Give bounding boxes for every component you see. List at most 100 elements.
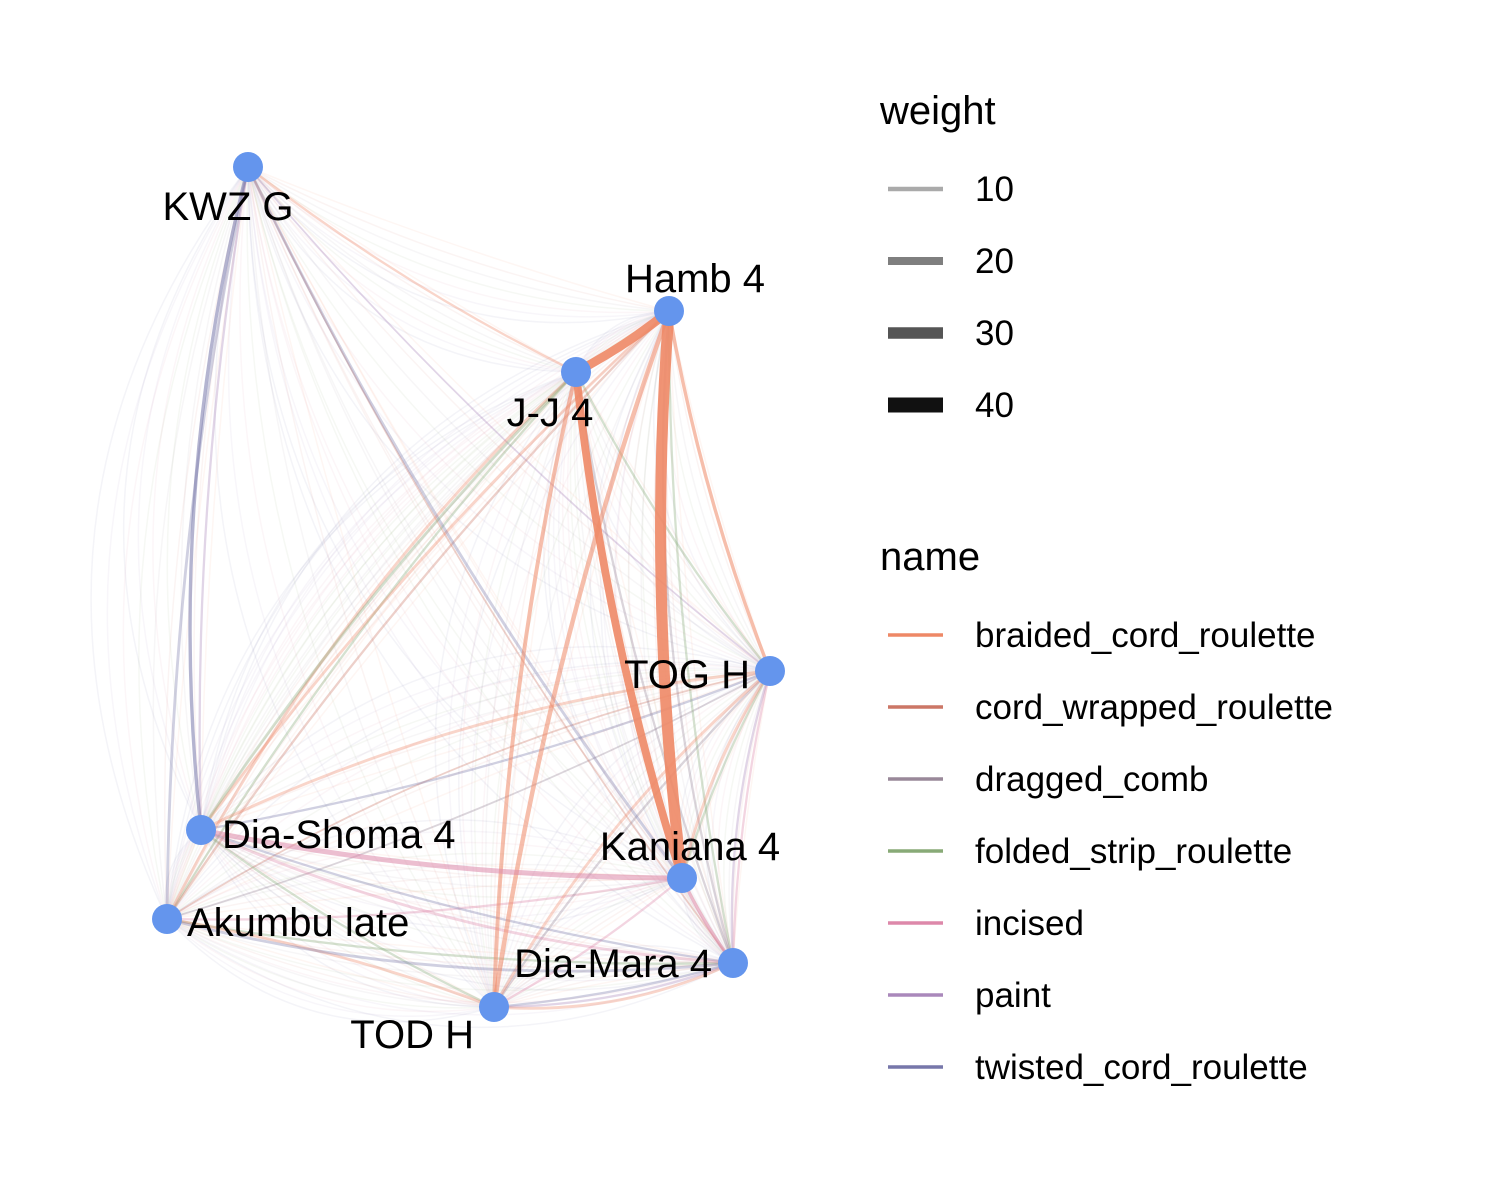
edge-paint xyxy=(247,166,771,672)
background-edge-braided_cord_roulette xyxy=(247,166,683,879)
edge-braided_cord_roulette xyxy=(199,309,671,832)
background-edge-braided_cord_roulette xyxy=(200,670,771,831)
edge-paint xyxy=(492,961,735,1009)
background-edge-incised xyxy=(200,829,683,909)
legend-weight-title: weight xyxy=(879,89,996,133)
background-edge-cord_wrapped_roulette xyxy=(166,310,670,920)
background-edge-twisted_cord_roulette xyxy=(200,645,771,831)
background-edge-folded_strip_roulette xyxy=(166,852,683,920)
edge-incised xyxy=(731,669,772,965)
background-edge-cord_wrapped_roulette xyxy=(166,670,771,920)
node-kwz xyxy=(233,152,263,182)
name-legend-label: braided_cord_roulette xyxy=(975,616,1316,655)
background-edge-braided_cord_roulette xyxy=(575,371,734,964)
background-edge-dragged_comb xyxy=(247,166,495,1008)
background-edge-incised xyxy=(166,918,495,1013)
background-edge-cord_wrapped_roulette xyxy=(200,829,495,1008)
background-edge-braided_cord_roulette xyxy=(668,310,771,672)
background-edge-braided_cord_roulette xyxy=(200,371,577,831)
background-edge-cord_wrapped_roulette xyxy=(200,670,771,831)
background-edge-folded_strip_roulette xyxy=(493,670,771,1008)
name-legend-label: twisted_cord_roulette xyxy=(975,1048,1308,1087)
background-edge-twisted_cord_roulette xyxy=(434,371,577,1008)
weight-legend-label: 20 xyxy=(975,242,1014,281)
legend-name-title: name xyxy=(880,535,980,579)
background-edge-folded_strip_roulette xyxy=(200,669,771,831)
edge-braided_cord_roulette xyxy=(165,917,496,1009)
background-edge-paint xyxy=(106,166,249,920)
nodes-layer xyxy=(152,152,785,1022)
background-edge-incised xyxy=(493,954,734,1008)
background-edge-folded_strip_roulette xyxy=(569,371,683,879)
edge-twisted_cord_roulette xyxy=(165,917,735,973)
background-edge-folded_strip_roulette xyxy=(247,166,734,964)
background-edge-twisted_cord_roulette xyxy=(200,829,683,929)
background-edge-twisted_cord_roulette xyxy=(247,166,734,964)
background-edge-braided_cord_roulette xyxy=(575,371,771,672)
background-edge-dragged_comb xyxy=(152,166,249,920)
background-edge-twisted_cord_roulette xyxy=(166,371,577,920)
background-edge-dragged_comb xyxy=(247,166,683,879)
edge-twisted_cord_roulette xyxy=(492,961,735,1009)
background-edge-cord_wrapped_roulette xyxy=(200,310,670,831)
background-edge-paint xyxy=(200,655,771,831)
edge-incised xyxy=(199,828,735,965)
edge-twisted_cord_roulette xyxy=(199,669,772,832)
background-edge-twisted_cord_roulette xyxy=(543,371,683,879)
node-hamb xyxy=(654,296,684,326)
background-edge-braided_cord_roulette xyxy=(247,166,495,1008)
background-edge-cord_wrapped_roulette xyxy=(200,829,734,964)
background-edge-folded_strip_roulette xyxy=(681,670,771,879)
background-edge-braided_cord_roulette xyxy=(200,310,670,831)
edge-braided_cord_roulette xyxy=(491,308,672,1010)
background-edge-dragged_comb xyxy=(668,310,771,672)
edge-cord_wrapped_roulette xyxy=(165,309,671,921)
edge-braided_cord_roulette xyxy=(492,669,772,1009)
name-legend-label: dragged_comb xyxy=(975,760,1209,799)
background-edge-incised xyxy=(493,670,771,1008)
background-edge-folded_strip_roulette xyxy=(200,829,734,967)
edge-braided_cord_roulette xyxy=(572,368,686,882)
background-edge-braided_cord_roulette xyxy=(247,166,734,964)
edge-incised xyxy=(492,876,684,1009)
background-edge-dragged_comb xyxy=(166,918,495,1008)
background-edge-paint xyxy=(200,829,495,1008)
edge-dragged_comb xyxy=(492,669,772,1009)
background-edge-cord_wrapped_roulette xyxy=(166,918,495,1008)
background-edge-dragged_comb xyxy=(200,829,683,889)
weight-legend: 10 20 30 40 xyxy=(888,170,1014,425)
background-edge-paint xyxy=(166,830,683,920)
edge-folded_strip_roulette xyxy=(165,370,578,921)
background-edge-dragged_comb xyxy=(493,961,734,1008)
background-edge-incised xyxy=(247,166,683,879)
background-edge-incised xyxy=(200,371,577,831)
background-edge-incised xyxy=(575,371,771,672)
background-edge-braided_cord_roulette xyxy=(200,166,249,831)
edge-braided_cord_roulette xyxy=(492,961,735,1010)
edge-twisted_cord_roulette xyxy=(199,828,735,965)
background-edge-braided_cord_roulette xyxy=(493,670,771,1008)
background-edge-dragged_comb xyxy=(247,166,577,373)
background-edge-braided_cord_roulette xyxy=(732,670,771,964)
background-edge-folded_strip_roulette xyxy=(200,371,577,831)
background-edge-paint xyxy=(493,949,734,1008)
edge-braided_cord_roulette xyxy=(680,669,772,880)
name-legend: braided_cord_roulette cord_wrapped_roulet… xyxy=(888,616,1333,1087)
node-label-kwz: KWZ G xyxy=(162,185,293,229)
background-edge-twisted_cord_roulette xyxy=(200,829,495,1008)
background-edge-twisted_cord_roulette xyxy=(122,166,249,831)
node-akumbu xyxy=(152,904,182,934)
background-edge-cord_wrapped_roulette xyxy=(492,371,577,1008)
weight-legend-label: 40 xyxy=(975,386,1014,425)
background-edge-folded_strip_roulette xyxy=(166,166,249,831)
background-edge-dragged_comb xyxy=(247,166,734,964)
background-edge-folded_strip_roulette xyxy=(247,166,771,672)
background-edge-paint xyxy=(200,829,734,982)
background-edge-braided_cord_roulette xyxy=(166,310,670,920)
background-edge-dragged_comb xyxy=(493,670,771,1008)
background-edge-folded_strip_roulette xyxy=(246,166,495,1008)
background-edge-paint xyxy=(227,166,495,1008)
background-edge-incised xyxy=(200,829,734,973)
edge-incised xyxy=(165,876,684,921)
background-edge-folded_strip_roulette xyxy=(723,670,771,964)
